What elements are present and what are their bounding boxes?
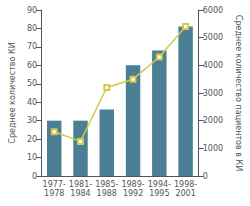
svg-text:40: 40 xyxy=(27,98,37,107)
svg-text:1992: 1992 xyxy=(123,189,143,198)
svg-text:1978: 1978 xyxy=(44,189,64,198)
svg-text:70: 70 xyxy=(27,42,37,51)
svg-text:10: 10 xyxy=(27,153,37,162)
svg-text:1981-: 1981- xyxy=(69,180,92,189)
svg-text:3000: 3000 xyxy=(203,89,223,98)
svg-text:1985-: 1985- xyxy=(95,180,118,189)
svg-text:5000: 5000 xyxy=(203,33,223,42)
svg-text:1998-: 1998- xyxy=(174,180,197,189)
svg-text:Среднее количество пациентов в: Среднее количество пациентов в КИ xyxy=(234,15,243,171)
svg-text:0: 0 xyxy=(32,172,37,181)
svg-text:6000: 6000 xyxy=(203,6,223,15)
svg-text:90: 90 xyxy=(27,6,37,15)
svg-text:1977-: 1977- xyxy=(43,180,66,189)
svg-text:1988: 1988 xyxy=(97,189,117,198)
svg-text:60: 60 xyxy=(27,61,37,70)
svg-text:1984: 1984 xyxy=(70,189,90,198)
svg-text:20: 20 xyxy=(27,135,37,144)
svg-text:Среднее количество КИ: Среднее количество КИ xyxy=(8,42,17,143)
svg-text:2000: 2000 xyxy=(203,116,223,125)
svg-text:1995: 1995 xyxy=(149,189,169,198)
svg-text:2001: 2001 xyxy=(175,189,195,198)
svg-text:30: 30 xyxy=(27,116,37,125)
svg-text:50: 50 xyxy=(27,79,37,88)
svg-text:4000: 4000 xyxy=(203,61,223,70)
svg-text:0: 0 xyxy=(203,172,208,181)
svg-text:1994-: 1994- xyxy=(148,180,171,189)
svg-text:80: 80 xyxy=(27,24,37,33)
svg-text:1989-: 1989- xyxy=(121,180,144,189)
svg-text:1000: 1000 xyxy=(203,144,223,153)
